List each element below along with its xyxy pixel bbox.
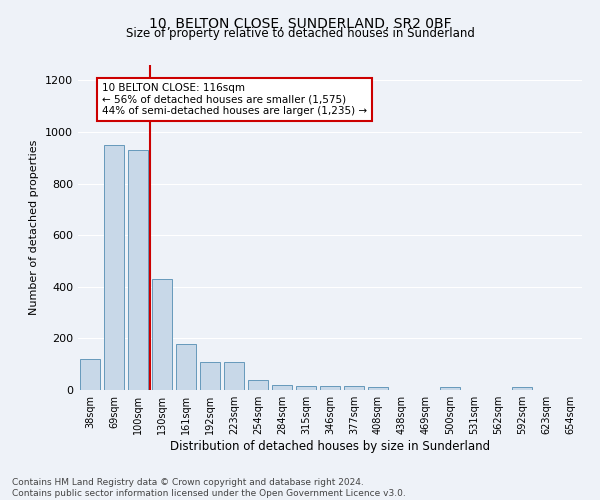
X-axis label: Distribution of detached houses by size in Sunderland: Distribution of detached houses by size … xyxy=(170,440,490,453)
Text: Contains HM Land Registry data © Crown copyright and database right 2024.
Contai: Contains HM Land Registry data © Crown c… xyxy=(12,478,406,498)
Bar xyxy=(176,344,196,390)
Text: Size of property relative to detached houses in Sunderland: Size of property relative to detached ho… xyxy=(125,28,475,40)
Bar xyxy=(128,150,148,390)
Bar xyxy=(152,279,172,390)
Bar xyxy=(272,385,292,390)
Bar xyxy=(512,388,532,390)
Bar xyxy=(440,388,460,390)
Bar xyxy=(368,388,388,390)
Bar xyxy=(80,359,100,390)
Bar xyxy=(200,362,220,390)
Bar xyxy=(320,386,340,390)
Y-axis label: Number of detached properties: Number of detached properties xyxy=(29,140,40,315)
Bar xyxy=(344,386,364,390)
Bar xyxy=(296,386,316,390)
Bar xyxy=(104,145,124,390)
Text: 10 BELTON CLOSE: 116sqm
← 56% of detached houses are smaller (1,575)
44% of semi: 10 BELTON CLOSE: 116sqm ← 56% of detache… xyxy=(102,83,367,116)
Bar xyxy=(248,380,268,390)
Text: 10, BELTON CLOSE, SUNDERLAND, SR2 0BF: 10, BELTON CLOSE, SUNDERLAND, SR2 0BF xyxy=(149,18,451,32)
Bar xyxy=(224,362,244,390)
